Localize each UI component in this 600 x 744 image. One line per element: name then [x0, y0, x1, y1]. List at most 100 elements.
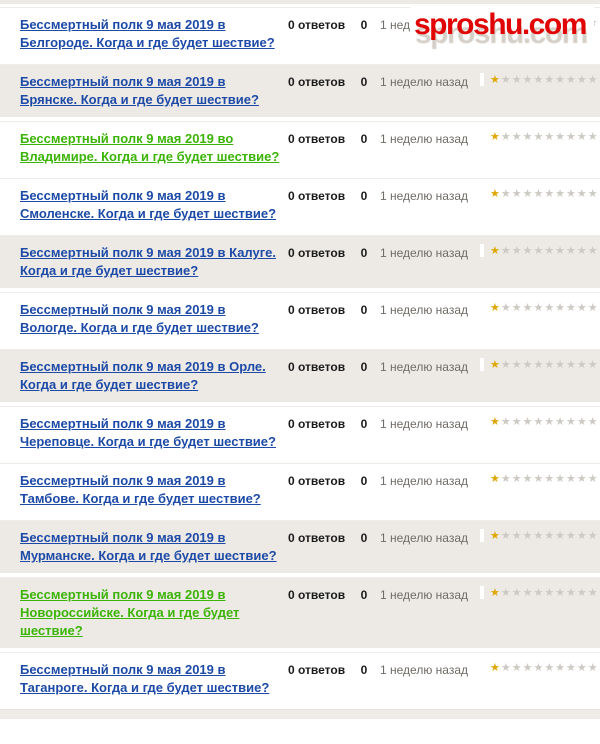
question-age: 1 неделю назад — [380, 474, 469, 488]
rating-stars[interactable]: ★★★★★★★★★★ — [480, 472, 600, 485]
question-link[interactable]: Бессмертный полк 9 мая 2019 в Таганроге.… — [20, 662, 270, 695]
star-filled-icon: ★ — [490, 245, 501, 257]
star-filled-icon: ★ — [490, 302, 501, 314]
question-row: Бессмертный полк 9 мая 2019 в Вологде. К… — [0, 292, 600, 345]
question-link[interactable]: Бессмертный полк 9 мая 2019 в Череповце.… — [20, 416, 276, 449]
question-link[interactable]: Бессмертный полк 9 мая 2019 в Смоленске.… — [20, 188, 277, 221]
rating-stars[interactable]: ★★★★★★★★★★ — [480, 244, 600, 257]
votes-count: 0 — [360, 417, 368, 431]
answers-count: 0 ответов — [288, 18, 346, 32]
votes-count: 0 — [360, 531, 368, 545]
question-link[interactable]: Бессмертный полк 9 мая 2019 во Владимире… — [20, 131, 280, 164]
question-title-cell: Бессмертный полк 9 мая 2019 в Брянске. К… — [0, 73, 282, 109]
question-title-cell: Бессмертный полк 9 мая 2019 в Калуге. Ко… — [0, 244, 282, 280]
question-age: 1 неделю назад — [380, 417, 469, 431]
question-title-cell: Бессмертный полк 9 мая 2019 в Таганроге.… — [0, 661, 282, 697]
star-filled-icon: ★ — [490, 74, 501, 86]
votes-count: 0 — [360, 189, 368, 203]
question-age: 1 неделю назад — [380, 189, 469, 203]
question-row: Бессмертный полк 9 мая 2019 в Череповце.… — [0, 406, 600, 459]
question-link[interactable]: Бессмертный полк 9 мая 2019 в Мурманске.… — [20, 530, 277, 563]
question-row: Бессмертный полк 9 мая 2019 в Тамбове. К… — [0, 463, 600, 516]
rating-stars[interactable]: ★★★★★★★★★★ — [480, 586, 600, 599]
question-row: Бессмертный полк 9 мая 2019 в Орле. Когд… — [0, 349, 600, 402]
votes-count: 0 — [360, 588, 368, 602]
star-filled-icon: ★ — [490, 131, 501, 143]
question-title-cell: Бессмертный полк 9 мая 2019 в Белгороде.… — [0, 16, 282, 52]
star-filled-icon: ★ — [490, 587, 501, 599]
star-empty-icon: ★★★★★★★★★ — [500, 587, 599, 599]
answers-count: 0 ответов — [288, 132, 346, 146]
question-row: Бессмертный полк 9 мая 2019 в Мурманске.… — [0, 520, 600, 573]
star-filled-icon: ★ — [490, 416, 501, 428]
star-empty-icon: ★★★★★★★★★ — [500, 188, 599, 200]
rating-stars[interactable]: ★★★★★★★★★★ — [480, 73, 600, 86]
star-empty-icon: ★★★★★★★★★ — [500, 530, 599, 542]
rating-stars[interactable]: ★★★★★★★★★★ — [480, 187, 600, 200]
question-title-cell: Бессмертный полк 9 мая 2019 в Череповце.… — [0, 415, 282, 451]
votes-count: 0 — [360, 132, 368, 146]
site-logo-text: sproshu.com — [414, 8, 587, 41]
question-title-cell: Бессмертный полк 9 мая 2019 в Вологде. К… — [0, 301, 282, 337]
votes-count: 0 — [360, 663, 368, 677]
question-row: Бессмертный полк 9 мая 2019 в Калуге. Ко… — [0, 235, 600, 288]
rating-stars[interactable]: ★★★★★★★★★★ — [480, 415, 600, 428]
question-age: 1 неделю назад — [380, 246, 469, 260]
star-empty-icon: ★★★★★★★★★ — [500, 662, 599, 674]
answers-count: 0 ответов — [288, 417, 346, 431]
rating-stars[interactable]: ★★★★★★★★★★ — [480, 529, 600, 542]
votes-count: 0 — [360, 18, 368, 32]
answers-count: 0 ответов — [288, 189, 346, 203]
star-filled-icon: ★ — [490, 473, 501, 485]
rating-stars[interactable]: ★★★★★★★★★★ — [480, 301, 600, 314]
question-link[interactable]: Бессмертный полк 9 мая 2019 в Орле. Когд… — [20, 359, 266, 392]
question-link[interactable]: Бессмертный полк 9 мая 2019 в Белгороде.… — [20, 17, 275, 50]
question-link[interactable]: Бессмертный полк 9 мая 2019 в Новороссий… — [20, 587, 240, 638]
question-link[interactable]: Бессмертный полк 9 мая 2019 в Вологде. К… — [20, 302, 259, 335]
star-filled-icon: ★ — [490, 662, 501, 674]
question-row: Бессмертный полк 9 мая 2019 в Новороссий… — [0, 577, 600, 648]
star-empty-icon: ★★★★★★★★★ — [500, 245, 599, 257]
answers-count: 0 ответов — [288, 246, 346, 260]
question-title-cell: Бессмертный полк 9 мая 2019 в Новороссий… — [0, 586, 282, 640]
question-link[interactable]: Бессмертный полк 9 мая 2019 в Тамбове. К… — [20, 473, 261, 506]
site-logo: sproshu.com — [410, 6, 594, 60]
star-empty-icon: ★★★★★★★★★ — [500, 473, 599, 485]
rating-stars[interactable]: ★★★★★★★★★★ — [480, 661, 600, 674]
rating-stars[interactable]: ★★★★★★★★★★ — [480, 358, 600, 371]
answers-count: 0 ответов — [288, 531, 346, 545]
star-empty-icon: ★★★★★★★★★ — [500, 131, 599, 143]
rating-stars[interactable]: ★★★★★★★★★★ — [480, 130, 600, 143]
star-filled-icon: ★ — [490, 530, 501, 542]
question-row: Бессмертный полк 9 мая 2019 во Владимире… — [0, 121, 600, 174]
prev-row-edge — [0, 0, 600, 4]
question-age: 1 неделю назад — [380, 303, 469, 317]
answers-count: 0 ответов — [288, 588, 346, 602]
votes-count: 0 — [360, 474, 368, 488]
question-age: 1 неделю назад — [380, 588, 469, 602]
question-age: 1 неделю назад — [380, 360, 469, 374]
question-row: Бессмертный полк 9 мая 2019 в Таганроге.… — [0, 652, 600, 705]
star-empty-icon: ★★★★★★★★★ — [500, 302, 599, 314]
question-link[interactable]: Бессмертный полк 9 мая 2019 в Брянске. К… — [20, 74, 259, 107]
question-row: Бессмертный полк 9 мая 2019 в Смоленске.… — [0, 178, 600, 231]
question-list: Бессмертный полк 9 мая 2019 в Белгороде.… — [0, 7, 600, 705]
star-empty-icon: ★★★★★★★★★ — [500, 359, 599, 371]
question-row: Бессмертный полк 9 мая 2019 в Брянске. К… — [0, 64, 600, 117]
votes-count: 0 — [360, 360, 368, 374]
votes-count: 0 — [360, 303, 368, 317]
answers-count: 0 ответов — [288, 303, 346, 317]
question-title-cell: Бессмертный полк 9 мая 2019 в Мурманске.… — [0, 529, 282, 565]
question-title-cell: Бессмертный полк 9 мая 2019 в Тамбове. К… — [0, 472, 282, 508]
question-age: 1 неделю назад — [380, 663, 469, 677]
star-empty-icon: ★★★★★★★★★ — [500, 416, 599, 428]
votes-count: 0 — [360, 75, 368, 89]
star-filled-icon: ★ — [490, 188, 501, 200]
answers-count: 0 ответов — [288, 360, 346, 374]
question-title-cell: Бессмертный полк 9 мая 2019 в Смоленске.… — [0, 187, 282, 223]
question-title-cell: Бессмертный полк 9 мая 2019 в Орле. Когд… — [0, 358, 282, 394]
star-empty-icon: ★★★★★★★★★ — [500, 74, 599, 86]
question-link[interactable]: Бессмертный полк 9 мая 2019 в Калуге. Ко… — [20, 245, 276, 278]
answers-count: 0 ответов — [288, 75, 346, 89]
answers-count: 0 ответов — [288, 663, 346, 677]
